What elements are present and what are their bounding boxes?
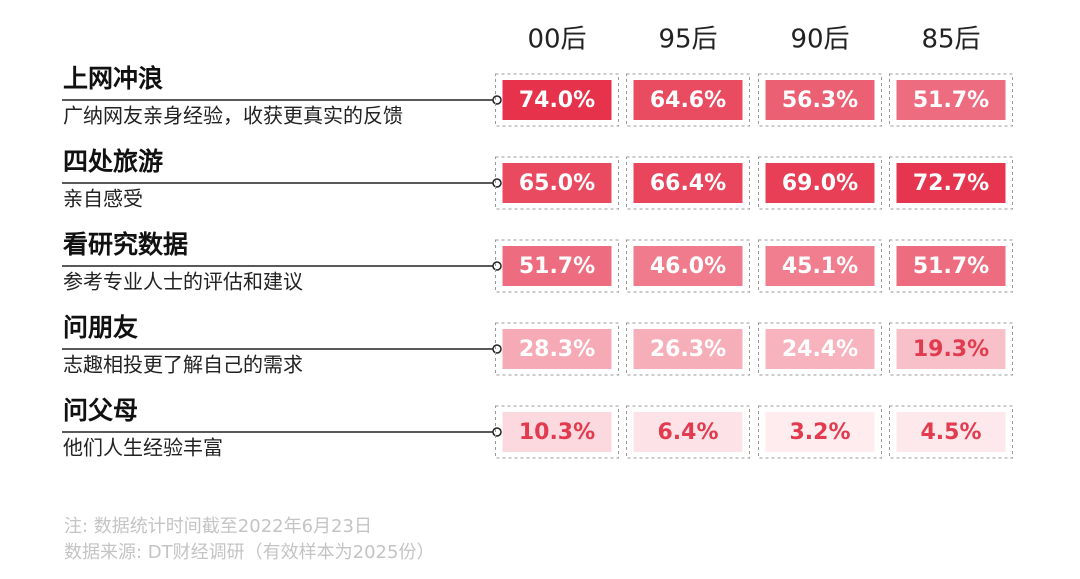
connector-dot [492, 261, 502, 271]
note: 数据来源: DT财经调研（有效样本为2025份） [64, 542, 434, 563]
cell-frame [758, 239, 882, 293]
value-label: 19.3% [913, 337, 989, 362]
connector-dot [492, 178, 502, 188]
row-title: 问父母 [63, 396, 138, 425]
value-label: 74.0% [519, 88, 595, 113]
value-label: 72.7% [913, 171, 989, 196]
cell-frame [758, 73, 882, 127]
cell [633, 80, 743, 120]
column-label: 00后 [527, 25, 586, 55]
row-title: 问朋友 [63, 313, 138, 342]
cell [502, 246, 612, 286]
value-label: 56.3% [782, 88, 858, 113]
row-subtitle: 志趣相投更了解自己的需求 [63, 353, 303, 377]
cell-frame [758, 156, 882, 210]
cell-frame [626, 239, 750, 293]
cell-frame [889, 239, 1013, 293]
value-label: 46.0% [650, 254, 726, 279]
value-label: 64.6% [650, 88, 726, 113]
cell-frame [889, 156, 1013, 210]
cell-frame [626, 405, 750, 459]
cell [502, 163, 612, 203]
cell-frame [495, 73, 619, 127]
cell-frame [889, 322, 1013, 376]
row-title: 上网冲浪 [63, 64, 163, 93]
value-label: 51.7% [913, 254, 989, 279]
row-subtitle: 亲自感受 [63, 187, 143, 211]
value-label: 65.0% [519, 171, 595, 196]
cell-frame [889, 73, 1013, 127]
value-label: 28.3% [519, 337, 595, 362]
cell-frame [626, 73, 750, 127]
cell-frame [889, 405, 1013, 459]
value-label: 66.4% [650, 171, 726, 196]
connector-dot [492, 95, 502, 105]
value-label: 51.7% [519, 254, 595, 279]
cell [765, 329, 875, 369]
column-label: 90后 [790, 25, 849, 55]
column-label: 95后 [658, 25, 717, 55]
cell [633, 163, 743, 203]
connector-dot [492, 344, 502, 354]
column-label: 85后 [921, 25, 980, 55]
note: 注: 数据统计时间截至2022年6月23日 [64, 516, 372, 537]
cell [765, 246, 875, 286]
value-label: 69.0% [782, 171, 858, 196]
row-subtitle: 参考专业人士的评估和建议 [63, 270, 303, 294]
cell-frame [495, 405, 619, 459]
cell [896, 246, 1006, 286]
value-label: 45.1% [782, 254, 858, 279]
cell-frame [495, 322, 619, 376]
row-subtitle: 广纳网友亲身经验，收获更真实的反馈 [63, 104, 403, 128]
connector-dot [492, 427, 502, 437]
cell-frame [758, 405, 882, 459]
row-subtitle: 他们人生经验丰富 [63, 436, 223, 460]
cell [896, 80, 1006, 120]
row-title: 看研究数据 [63, 230, 188, 259]
value-label: 26.3% [650, 337, 726, 362]
value-label: 51.7% [913, 88, 989, 113]
cell [502, 80, 612, 120]
value-label: 6.4% [657, 420, 718, 445]
cell-frame [626, 156, 750, 210]
cell [896, 412, 1006, 452]
cell-frame [495, 156, 619, 210]
cell [896, 163, 1006, 203]
cell [765, 412, 875, 452]
value-label: 10.3% [519, 420, 595, 445]
cell [502, 412, 612, 452]
cell [765, 80, 875, 120]
cell [765, 163, 875, 203]
cell-frame [758, 322, 882, 376]
row-title: 四处旅游 [63, 147, 163, 176]
cell [633, 412, 743, 452]
cell-frame [626, 322, 750, 376]
cell [896, 329, 1006, 369]
cell [633, 329, 743, 369]
value-label: 3.2% [789, 420, 850, 445]
value-label: 4.5% [920, 420, 981, 445]
value-label: 24.4% [782, 337, 858, 362]
cell [502, 329, 612, 369]
cell-frame [495, 239, 619, 293]
cell [633, 246, 743, 286]
